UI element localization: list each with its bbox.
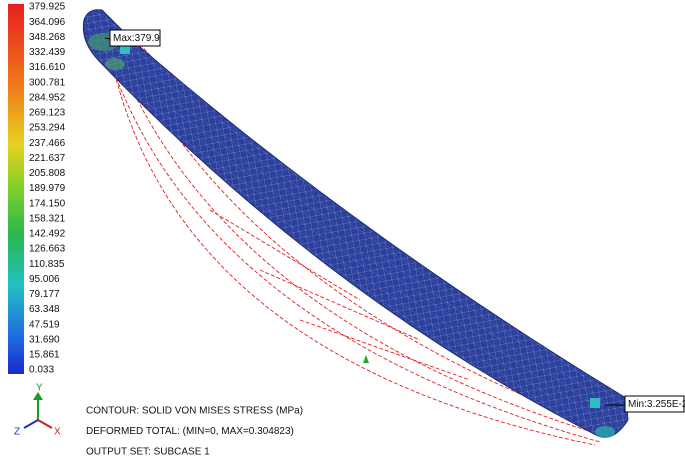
legend-label: 269.123 [29,108,66,119]
footer-line: CONTOUR: SOLID VON MISES STRESS (MPa) [86,406,303,417]
legend-label: 63.348 [29,304,60,315]
scene: 379.925 364.096 348.268 332.439 316.610 300.7… [0,0,685,459]
hot-spot [105,58,125,70]
legend-label: 379.925 [29,2,66,13]
color-bar [8,4,24,374]
max-label: Max:379.9 [113,33,160,44]
legend-label: 316.610 [29,62,66,73]
legend-label: 158.321 [29,213,66,224]
legend-label: 189.979 [29,183,66,194]
x-axis [38,420,52,428]
footer-line: OUTPUT SET: SUBCASE 1 [86,447,210,458]
x-label: X [54,427,61,438]
z-axis [24,420,38,428]
legend-label: 47.519 [29,319,60,330]
footer-line: DEFORMED TOTAL: (MIN=0, MAX=0.304823) [86,426,294,437]
hot-spot [595,426,615,438]
legend-label: 15.861 [29,350,60,361]
legend-label: 332.439 [29,47,66,58]
legend-label: 348.268 [29,32,66,43]
footer: CONTOUR: SOLID VON MISES STRESS (MPa) DEF… [86,406,303,458]
legend-label: 95.006 [29,274,60,285]
constraint [590,398,600,408]
legend-label: 253.294 [29,123,66,134]
legend: 379.925 364.096 348.268 332.439 316.610 300.7… [29,2,66,376]
legend-label: 300.781 [29,77,66,88]
legend-label: 221.637 [29,153,66,164]
legend-label: 31.690 [29,334,60,345]
min-label: Min:3.255E-2 [628,399,685,410]
axis-triad: Y X Z [14,383,61,438]
legend-label: 284.952 [29,92,66,103]
legend-label: 142.492 [29,229,66,240]
legend-label: 205.808 [29,168,66,179]
z-label: Z [14,427,20,438]
marker [363,355,369,363]
legend-label: 0.033 [29,365,54,376]
legend-label: 364.096 [29,17,66,28]
legend-label: 110.835 [29,259,65,270]
beam [83,10,628,438]
legend-label: 126.663 [29,244,66,255]
y-label: Y [36,383,43,394]
legend-label: 79.177 [29,289,60,300]
legend-label: 174.150 [29,198,66,209]
legend-label: 237.466 [29,138,66,149]
